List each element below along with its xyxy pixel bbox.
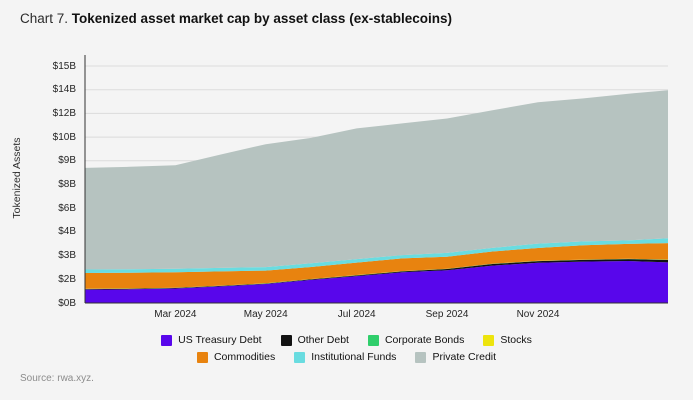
y-tick-label: $15B xyxy=(52,60,76,72)
legend-swatch-icon xyxy=(161,334,173,346)
legend-row: Commodities Institutional Funds Private Cr… xyxy=(196,351,496,363)
chart-title-text: Tokenized asset market cap by asset clas… xyxy=(71,11,452,26)
legend-item-commodities: Commodities xyxy=(196,351,276,363)
legend-row: US Treasury Debt Other Debt Corporate Bond… xyxy=(161,334,532,346)
area-commodities xyxy=(85,243,668,289)
legend-item-corporate_bonds: Corporate Bonds xyxy=(367,334,465,346)
y-tick-label: $4B xyxy=(58,226,76,238)
y-tick-label: $9B xyxy=(58,155,76,167)
x-tick-label: Nov 2024 xyxy=(516,309,560,320)
legend-item-institutional_funds: Institutional Funds xyxy=(294,351,396,363)
legend-label: Institutional Funds xyxy=(311,351,397,363)
legend-swatch-icon xyxy=(415,351,427,363)
chart-title: Chart 7. Tokenized asset market cap by a… xyxy=(20,10,452,28)
x-tick-label: Sep 2024 xyxy=(425,309,469,320)
y-tick-label: $6B xyxy=(58,202,76,214)
legend-item-private_credit: Private Credit xyxy=(415,351,496,363)
x-tick-label: Jul 2024 xyxy=(337,309,376,320)
legend-label: Private Credit xyxy=(432,351,497,363)
legend-label: Commodities xyxy=(213,351,276,363)
legend-swatch-icon xyxy=(483,334,495,346)
area-us_treasury_debt xyxy=(85,261,668,303)
y-tick-label: $3B xyxy=(58,250,76,262)
legend-item-stocks: Stocks xyxy=(483,334,532,346)
x-tick-label: Mar 2024 xyxy=(154,309,197,320)
legend-item-us_treasury_debt: US Treasury Debt xyxy=(161,334,262,346)
area-private_credit xyxy=(85,90,668,270)
legend-swatch-icon xyxy=(367,334,379,346)
legend-label: Other Debt xyxy=(297,334,349,346)
x-tick-label: May 2024 xyxy=(243,309,288,320)
legend-label: US Treasury Debt xyxy=(178,334,262,346)
chart-legend: US Treasury Debt Other Debt Corporate Bond… xyxy=(0,334,693,363)
y-tick-label: $2B xyxy=(58,273,76,285)
area-other_debt xyxy=(85,259,668,290)
legend-swatch-icon xyxy=(280,334,292,346)
y-tick-label: $8B xyxy=(58,179,76,190)
chart-number: Chart 7. xyxy=(20,11,69,26)
area-institutional_funds xyxy=(85,238,668,273)
source-caption: Source: rwa.xyz. xyxy=(20,373,94,384)
legend-label: Stocks xyxy=(500,334,532,346)
legend-swatch-icon xyxy=(196,351,208,363)
y-tick-label: $12B xyxy=(52,107,76,119)
y-tick-label: $0B xyxy=(58,297,76,309)
legend-label: Corporate Bonds xyxy=(384,334,465,346)
legend-swatch-icon xyxy=(294,351,306,363)
legend-item-other_debt: Other Debt xyxy=(280,334,349,346)
y-tick-label: $10B xyxy=(52,131,76,143)
y-tick-label: $14B xyxy=(52,84,76,96)
